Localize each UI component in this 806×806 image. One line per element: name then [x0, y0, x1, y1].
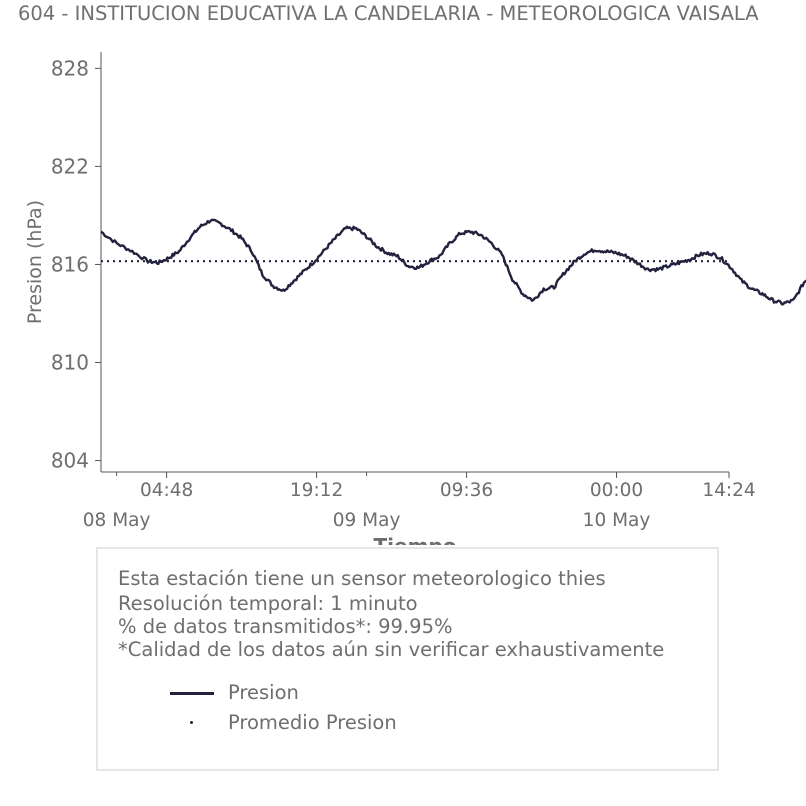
x-tick-label: 09:36	[440, 480, 493, 501]
x-tick-label: 00:00	[590, 480, 643, 501]
legend-label-presion: Presion	[228, 681, 299, 704]
info-sensor: Esta estación tiene un sensor meteorolog…	[118, 567, 606, 590]
series	[100, 218, 806, 306]
legend-line-swatch	[170, 692, 214, 695]
date-tick-label: 08 May	[83, 510, 151, 531]
info-resolution: Resolución temporal: 1 minuto	[118, 592, 418, 615]
y-tick-label: 804	[51, 449, 89, 473]
x-tick-label: 14:24	[702, 480, 755, 501]
legend-label-promedio: Promedio Presion	[228, 711, 397, 734]
x-axis-label: Tiempo	[374, 534, 457, 545]
x-tick-label: 19:12	[290, 480, 343, 501]
y-tick-label: 828	[51, 56, 89, 80]
date-tick-label: 10 May	[583, 510, 651, 531]
y-axis-label: Presion (hPa)	[24, 200, 46, 324]
legend-dot-swatch	[190, 721, 193, 724]
y-tick-label: 822	[51, 154, 89, 178]
date-tick-label: 09 May	[333, 510, 401, 531]
y-tick-label: 816	[51, 252, 89, 276]
info-transmitted: % de datos transmitidos*: 99.95%	[118, 615, 453, 638]
axes	[95, 52, 730, 478]
info-panel: Esta estación tiene un sensor meteorolog…	[96, 547, 719, 771]
x-tick-label: 04:48	[140, 480, 193, 501]
chart-title: 604 - INSTITUCION EDUCATIVA LA CANDELARI…	[18, 2, 759, 25]
series-line-presion	[100, 218, 806, 306]
pressure-chart: 804 810 816 822 828 04:48 19:12 09:36 00:00 14:24…	[24, 52, 806, 545]
info-quality-note: *Calidad de los datos aún sin verificar …	[118, 638, 665, 661]
tick-labels: 804 810 816 822 828 04:48 19:12 09:36 00:00 14:24…	[51, 56, 756, 531]
y-tick-label: 810	[51, 351, 89, 375]
